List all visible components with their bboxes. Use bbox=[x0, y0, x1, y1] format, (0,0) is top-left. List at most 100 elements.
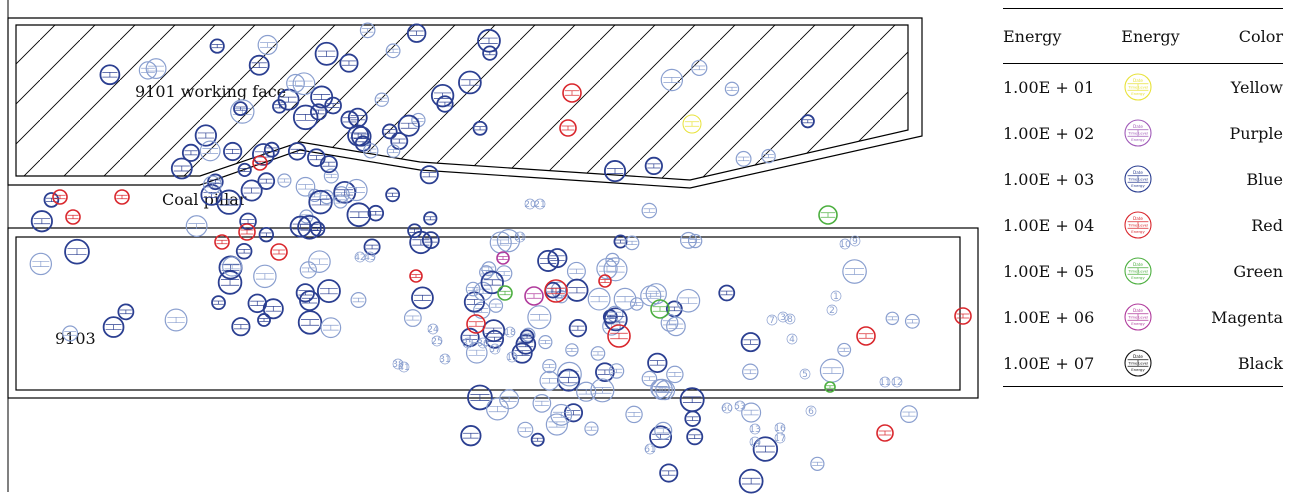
legend-energy-value: 1.00E + 06 bbox=[1003, 307, 1095, 327]
event-symbol bbox=[687, 233, 703, 249]
event-symbol bbox=[499, 389, 520, 410]
event-number: 31 bbox=[439, 355, 450, 365]
event-symbol bbox=[297, 310, 323, 335]
event-symbol bbox=[386, 144, 401, 158]
event-number-ring bbox=[439, 353, 451, 365]
legend-energy-value: 1.00E + 01 bbox=[1003, 77, 1095, 97]
event-number-ring bbox=[784, 313, 796, 325]
event-symbol bbox=[740, 332, 761, 353]
legend-header-color: Color bbox=[1238, 26, 1283, 46]
event-symbol bbox=[607, 324, 631, 348]
event-symbol bbox=[819, 358, 845, 383]
event-symbol bbox=[824, 381, 836, 393]
event-symbol bbox=[64, 238, 90, 265]
legend-energy-value: 1.00E + 04 bbox=[1003, 215, 1095, 235]
event-symbol bbox=[539, 370, 560, 391]
event-symbol bbox=[411, 286, 434, 310]
event-number-ring bbox=[749, 436, 761, 448]
event-number: 36 bbox=[477, 339, 489, 349]
event-symbol bbox=[660, 313, 679, 332]
event-number: 14 bbox=[749, 438, 761, 448]
event-symbol bbox=[684, 410, 701, 427]
event-symbol bbox=[818, 205, 838, 225]
legend-row: 1.00E + 05 Date Time Level Energy Green bbox=[1003, 248, 1283, 294]
event-symbol bbox=[363, 238, 381, 256]
event-symbol bbox=[608, 363, 625, 379]
legend-header-row: Energy Energy Color bbox=[1003, 8, 1283, 64]
event-symbol bbox=[550, 403, 573, 426]
event-symbol bbox=[651, 378, 673, 401]
event-symbol bbox=[248, 54, 270, 76]
symbol-text: Time bbox=[1127, 362, 1138, 366]
event-number: 12 bbox=[891, 378, 902, 388]
event-symbol bbox=[527, 305, 552, 330]
legend-color-name: Green bbox=[1233, 261, 1283, 281]
event-symbol bbox=[262, 298, 284, 320]
working-face-9101 bbox=[7, 17, 923, 189]
event-symbol bbox=[316, 279, 341, 304]
event-number: 6 bbox=[808, 407, 814, 417]
event-symbol bbox=[181, 143, 200, 162]
event-symbol bbox=[458, 70, 482, 95]
symbol-text: Date bbox=[1133, 308, 1143, 313]
legend-color-name: Blue bbox=[1246, 169, 1283, 189]
event-symbol bbox=[308, 189, 333, 215]
event-symbol bbox=[117, 303, 135, 321]
event-symbol bbox=[524, 286, 544, 306]
event-number: 10 bbox=[839, 240, 851, 250]
event-symbol bbox=[741, 402, 762, 423]
event-symbol bbox=[363, 143, 379, 159]
event-symbol bbox=[52, 189, 68, 205]
event-symbol bbox=[319, 155, 338, 174]
event-symbol bbox=[559, 119, 577, 137]
event-symbol bbox=[625, 405, 643, 424]
event-symbol bbox=[482, 45, 498, 61]
event-symbol bbox=[114, 189, 130, 205]
event-number-ring bbox=[504, 326, 516, 338]
legend-symbol-cell: Date Time Level Energy bbox=[1113, 248, 1188, 294]
event-symbol bbox=[904, 313, 920, 329]
event-number-ring bbox=[830, 290, 842, 302]
event-symbol bbox=[650, 299, 670, 319]
event-symbol bbox=[532, 394, 552, 413]
event-symbol bbox=[194, 124, 217, 147]
event-symbol bbox=[624, 235, 640, 251]
event-symbol bbox=[645, 283, 667, 305]
legend-row: 1.00E + 03 Date Time Level Energy Blue bbox=[1003, 156, 1283, 202]
event-symbol bbox=[62, 325, 79, 342]
event-number-ring bbox=[721, 402, 733, 414]
event-symbol bbox=[565, 278, 589, 302]
symbol-text: Energy bbox=[1131, 321, 1145, 326]
event-symbol bbox=[385, 43, 401, 59]
legend-header-energy-symbol: Energy bbox=[1121, 26, 1180, 46]
event-symbol bbox=[517, 421, 534, 438]
symbol-text: Energy bbox=[1131, 229, 1145, 234]
event-number-ring bbox=[749, 423, 761, 435]
legend-symbol-cell: Date Time Level Energy bbox=[1113, 156, 1188, 202]
event-symbol bbox=[257, 172, 276, 190]
event-number: 38 bbox=[392, 360, 404, 370]
event-symbol bbox=[252, 155, 268, 171]
event-number: 41 bbox=[398, 363, 409, 373]
event-symbol bbox=[185, 215, 208, 238]
event-symbol bbox=[679, 387, 705, 413]
event-number-ring bbox=[534, 198, 546, 210]
event-number: 60 bbox=[721, 404, 733, 414]
event-symbol bbox=[856, 326, 876, 346]
event-symbol bbox=[164, 308, 188, 332]
event-number-ring bbox=[392, 358, 404, 370]
event-symbol bbox=[239, 212, 257, 231]
event-symbol bbox=[292, 104, 319, 131]
event-number: 3 bbox=[780, 313, 786, 323]
legend-row: 1.00E + 02 Date Time Level Energy Purple bbox=[1003, 110, 1283, 156]
event-symbol bbox=[421, 231, 440, 250]
legend-color-name: Purple bbox=[1229, 123, 1283, 143]
event-symbol bbox=[233, 101, 248, 116]
symbol-text: Level bbox=[1138, 132, 1148, 136]
event-number-ring bbox=[849, 235, 861, 247]
